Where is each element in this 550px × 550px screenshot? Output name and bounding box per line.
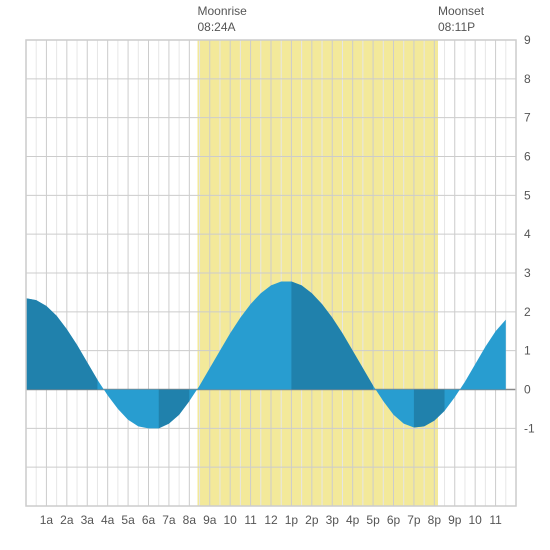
moonrise-label-block: Moonrise 08:24A <box>198 4 247 35</box>
tide-chart: Moonrise 08:24A Moonset 08:11P -10123456… <box>0 0 550 550</box>
svg-text:7p: 7p <box>407 513 421 527</box>
svg-text:9a: 9a <box>203 513 217 527</box>
moonrise-time: 08:24A <box>198 20 247 36</box>
svg-text:5a: 5a <box>121 513 135 527</box>
svg-text:1: 1 <box>524 344 531 358</box>
svg-text:5: 5 <box>524 188 531 202</box>
svg-text:7a: 7a <box>162 513 176 527</box>
svg-text:2: 2 <box>524 305 531 319</box>
svg-text:8: 8 <box>524 72 531 86</box>
svg-text:8a: 8a <box>183 513 197 527</box>
svg-text:11: 11 <box>244 513 257 527</box>
moonset-label: Moonset <box>438 4 484 20</box>
svg-text:4a: 4a <box>101 513 115 527</box>
svg-text:2p: 2p <box>305 513 319 527</box>
svg-text:11: 11 <box>489 513 502 527</box>
moonrise-label: Moonrise <box>198 4 247 20</box>
svg-text:12: 12 <box>264 513 278 527</box>
svg-text:4: 4 <box>524 227 531 241</box>
svg-text:5p: 5p <box>366 513 380 527</box>
moonset-label-block: Moonset 08:11P <box>438 4 484 35</box>
svg-text:10: 10 <box>468 513 482 527</box>
svg-text:6a: 6a <box>142 513 156 527</box>
svg-text:0: 0 <box>524 383 531 397</box>
svg-text:9: 9 <box>524 33 531 47</box>
svg-text:3a: 3a <box>81 513 95 527</box>
svg-text:3p: 3p <box>326 513 340 527</box>
svg-text:9p: 9p <box>448 513 462 527</box>
svg-text:3: 3 <box>524 266 531 280</box>
moonset-time: 08:11P <box>438 20 484 36</box>
svg-text:6p: 6p <box>387 513 401 527</box>
svg-text:1p: 1p <box>285 513 299 527</box>
svg-text:2a: 2a <box>60 513 74 527</box>
svg-text:7: 7 <box>524 111 531 125</box>
svg-text:8p: 8p <box>428 513 442 527</box>
svg-text:4p: 4p <box>346 513 360 527</box>
svg-text:6: 6 <box>524 150 531 164</box>
svg-text:10: 10 <box>223 513 237 527</box>
svg-text:-1: -1 <box>524 421 535 435</box>
chart-svg: -101234567891a2a3a4a5a6a7a8a9a1011121p2p… <box>0 0 550 550</box>
svg-text:1a: 1a <box>40 513 54 527</box>
